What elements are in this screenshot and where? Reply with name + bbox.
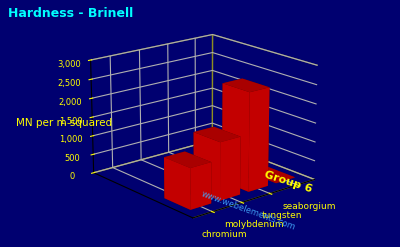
Text: MN per m squared: MN per m squared (16, 119, 112, 128)
Text: Hardness - Brinell: Hardness - Brinell (8, 7, 133, 21)
Text: www.webelements.com: www.webelements.com (200, 189, 296, 232)
Text: Group 6: Group 6 (263, 170, 313, 195)
